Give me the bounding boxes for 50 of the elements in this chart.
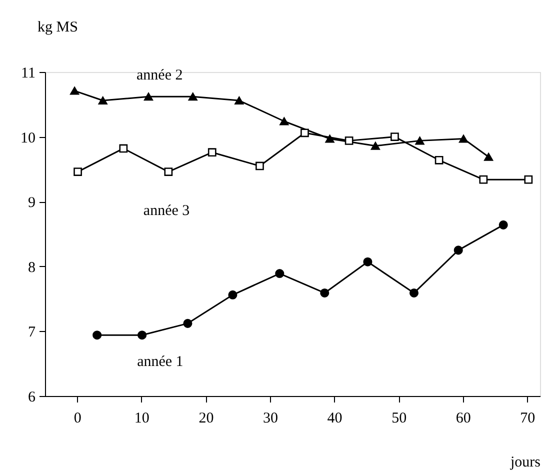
- point: [74, 168, 82, 176]
- y-tick-label: 9: [28, 195, 36, 212]
- y-tick-label: 11: [21, 66, 36, 82]
- point: [138, 330, 147, 340]
- point: [363, 257, 372, 266]
- x-tick-label: 0: [74, 410, 82, 426]
- point: [183, 318, 192, 328]
- point: [98, 96, 108, 105]
- point: [415, 136, 424, 145]
- point: [280, 117, 289, 126]
- point: [234, 96, 244, 105]
- point: [144, 92, 154, 101]
- text: année 3: [143, 202, 190, 219]
- point: [344, 136, 354, 145]
- series-label: année 2: [136, 68, 183, 84]
- x-tick-label: 70: [520, 410, 536, 426]
- point: [119, 144, 128, 153]
- point: [256, 162, 264, 170]
- x-tick-label: 10: [134, 410, 150, 426]
- point: [300, 128, 309, 138]
- point: [92, 330, 102, 340]
- point: [458, 134, 468, 143]
- x-tick-label: 30: [263, 410, 278, 426]
- x-tick-label: 60: [456, 410, 471, 426]
- point: [434, 156, 444, 164]
- point: [484, 152, 494, 161]
- y-tick-label: 10: [20, 130, 36, 146]
- x-tick-label: 50: [392, 410, 407, 426]
- y-tick-label: 7: [28, 324, 36, 341]
- point: [390, 132, 399, 141]
- x-tick-label: 40: [327, 410, 342, 426]
- point: [370, 142, 380, 150]
- point: [188, 92, 198, 101]
- point: [320, 288, 330, 298]
- point: [275, 269, 284, 278]
- y-tick-label: 8: [28, 260, 36, 276]
- y-tick-label: 6: [28, 390, 36, 406]
- point: [479, 175, 488, 184]
- point: [498, 220, 508, 230]
- point: [524, 175, 533, 184]
- point: [454, 246, 463, 255]
- point: [164, 168, 173, 176]
- y-axis-title: kg MS: [38, 20, 78, 36]
- x-axis-title: jours: [510, 454, 541, 470]
- point: [208, 148, 216, 157]
- point: [70, 86, 80, 95]
- point: [228, 290, 238, 300]
- series-label: année 1: [137, 354, 184, 370]
- x-tick-label: 20: [198, 410, 214, 426]
- point: [409, 288, 419, 298]
